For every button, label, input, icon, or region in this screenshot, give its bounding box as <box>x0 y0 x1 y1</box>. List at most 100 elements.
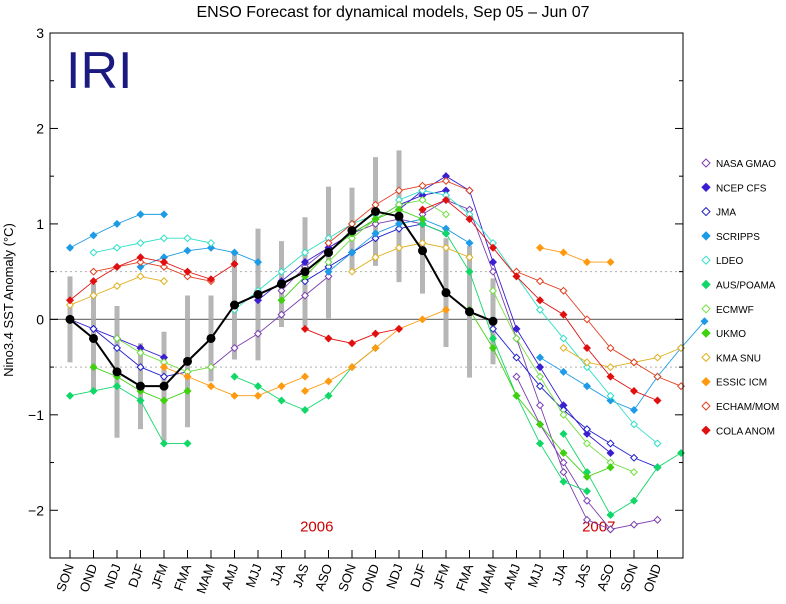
year-label: 2006 <box>300 518 333 535</box>
observed-point <box>347 226 357 236</box>
data-point-ecmwf <box>512 334 521 343</box>
observed-point <box>394 211 404 221</box>
data-point-jma <box>300 277 310 286</box>
data-point-cola-anom <box>606 372 615 381</box>
x-tick-label: OND <box>76 562 100 594</box>
legend-marker-echam-mom <box>701 401 711 411</box>
x-tick-label: FMA <box>453 562 477 593</box>
data-point-aus-poama <box>559 429 568 438</box>
observed-point <box>183 356 192 366</box>
data-point-aus-poama <box>606 511 615 520</box>
series-line-jma <box>492 328 658 468</box>
legend-label-ldeo: LDEO <box>716 256 743 267</box>
data-point-ukmo <box>89 363 98 372</box>
data-point-ncep-cfs <box>535 363 545 372</box>
data-point-kma-snu <box>582 358 592 367</box>
x-tick-label: MAM <box>475 562 499 596</box>
x-tick-label: AMJ <box>500 562 523 592</box>
data-point-kma-snu <box>159 277 169 286</box>
data-point-ukmo <box>418 215 427 224</box>
data-point-ukmo <box>371 215 380 224</box>
legend: NASA GMAO NCEP CFS JMA SCRIPPS LDEO AUS/POAMA… <box>701 158 779 437</box>
data-point-aus-poama <box>300 406 310 415</box>
data-point-ldeo <box>136 238 145 248</box>
legend-label-scripps: SCRIPPS <box>716 232 760 243</box>
data-point-aus-poama <box>324 391 333 400</box>
observed-point <box>112 367 122 377</box>
data-point-ncep-cfs <box>488 258 498 267</box>
data-point-kma-snu <box>136 272 145 281</box>
data-point-essic-icm <box>300 386 310 395</box>
legend-label-ukmo: UKMO <box>716 329 746 340</box>
data-point-echam-mom <box>89 267 98 276</box>
data-point-ldeo <box>606 391 615 400</box>
series-line-ldeo <box>398 190 658 444</box>
data-point-cola-anom <box>112 262 122 271</box>
data-point-scripps <box>347 248 357 257</box>
series-line-ldeo <box>93 237 212 253</box>
series-line-aus-poama <box>563 433 682 516</box>
data-point-echam-mom <box>418 181 427 190</box>
x-tick-label: JJA <box>549 562 571 588</box>
y-tick-label: 3 <box>36 25 44 41</box>
data-point-ncep-cfs <box>606 448 615 458</box>
x-tick-label: DJF <box>125 562 147 590</box>
data-point-aus-poama <box>582 487 592 496</box>
data-point-ncep-cfs <box>253 296 263 305</box>
legend-label-essic-icm: ESSIC ICM <box>716 378 767 389</box>
data-point-nasa-gmao <box>277 310 286 319</box>
data-point-scripps <box>606 396 615 405</box>
x-tick-label: MJJ <box>525 562 547 590</box>
data-point-aus-poama <box>65 391 75 400</box>
data-point-ldeo <box>418 186 427 195</box>
series-line-kma-snu <box>69 275 165 306</box>
data-point-cola-anom <box>183 267 192 276</box>
data-point-echam-mom <box>606 343 615 353</box>
data-point-cola-anom <box>535 296 545 305</box>
data-point-nasa-gmao <box>371 219 380 228</box>
legend-marker-ncep-cfs <box>701 182 711 193</box>
legend-marker-kma-snu <box>701 352 711 363</box>
data-point-nasa-gmao <box>324 272 333 281</box>
series-line-ecmwf <box>328 199 447 263</box>
data-point-ukmo <box>606 463 615 472</box>
data-point-ecmwf <box>206 363 216 372</box>
y-tick-label: −2 <box>28 502 44 518</box>
data-point-aus-poama <box>136 396 145 405</box>
data-point-scripps <box>394 219 404 228</box>
legend-label-cola-anom: COLA ANOM <box>716 426 775 437</box>
data-point-ldeo <box>559 334 568 343</box>
data-point-ecmwf <box>559 410 568 419</box>
data-point-echam-mom <box>159 262 169 271</box>
data-point-ldeo <box>112 243 122 252</box>
legend-label-kma-snu: KMA SNU <box>716 353 761 364</box>
data-point-ldeo <box>277 267 286 276</box>
data-point-ldeo <box>653 439 662 448</box>
data-point-essic-icm <box>230 391 239 400</box>
data-point-scripps <box>112 219 122 228</box>
legend-marker-jma <box>701 206 711 217</box>
data-point-cola-anom <box>418 205 427 214</box>
data-point-scripps <box>136 210 145 219</box>
series-line-scripps <box>140 247 259 268</box>
data-point-ncep-cfs <box>582 429 592 438</box>
data-point-ukmo <box>488 343 498 353</box>
data-point-aus-poama <box>653 463 662 472</box>
x-tick-label: AMJ <box>218 562 241 592</box>
series-line-scripps <box>539 320 705 411</box>
data-point-echam-mom <box>394 186 404 195</box>
data-point-ecmwf <box>441 210 451 219</box>
x-tick-label: MJJ <box>243 562 265 590</box>
x-tick-label: MAM <box>193 562 217 596</box>
data-point-ukmo <box>559 448 568 458</box>
data-point-ukmo <box>582 472 592 481</box>
data-point-essic-icm <box>277 382 286 391</box>
data-point-jma <box>488 324 498 333</box>
y-tick-label: 0 <box>36 311 44 327</box>
data-point-cola-anom <box>89 277 98 286</box>
data-point-ecmwf <box>582 439 592 448</box>
series-line-essic-icm <box>539 247 611 263</box>
data-point-ecmwf <box>629 468 639 477</box>
data-point-ldeo <box>300 248 310 257</box>
legend-marker-scripps <box>701 231 711 241</box>
